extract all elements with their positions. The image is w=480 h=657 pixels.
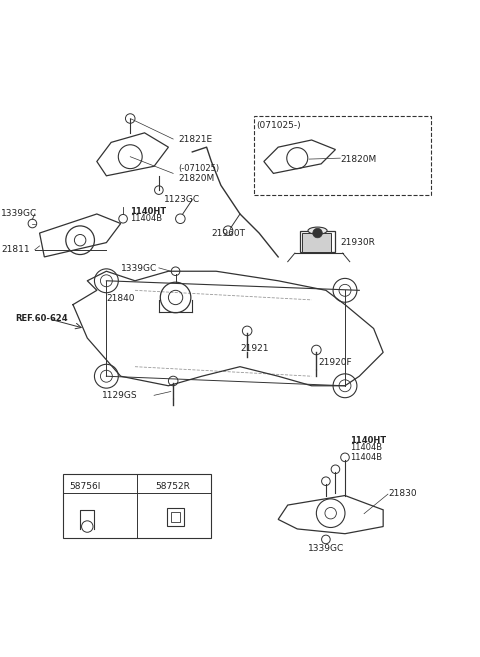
Text: 1339GC: 1339GC <box>1 210 37 219</box>
Text: 11404B: 11404B <box>130 214 162 223</box>
Text: 21821E: 21821E <box>178 135 212 145</box>
Text: 21930R: 21930R <box>340 238 375 247</box>
Circle shape <box>313 228 323 238</box>
Text: REF.60-624: REF.60-624 <box>16 315 68 323</box>
Text: 1339GC: 1339GC <box>120 264 157 273</box>
Bar <box>171 512 180 522</box>
Bar <box>300 231 336 252</box>
Bar <box>167 509 184 526</box>
Text: 58752R: 58752R <box>156 482 191 491</box>
Bar <box>63 474 211 539</box>
Text: 21811: 21811 <box>1 245 30 254</box>
Text: 1140HT: 1140HT <box>130 207 167 216</box>
Text: 1339GC: 1339GC <box>308 543 344 553</box>
Text: (-071025): (-071025) <box>178 164 219 173</box>
Text: 1140HT: 1140HT <box>350 436 386 445</box>
Bar <box>254 116 431 195</box>
Text: 21840: 21840 <box>107 294 135 303</box>
Text: 1123GC: 1123GC <box>164 195 200 204</box>
Text: 1129GS: 1129GS <box>102 391 137 400</box>
Text: (071025-): (071025-) <box>257 121 301 130</box>
Text: 11404B: 11404B <box>350 443 382 452</box>
Text: 21830: 21830 <box>388 489 417 497</box>
Bar <box>302 233 331 252</box>
Ellipse shape <box>308 227 327 235</box>
Text: 11404B: 11404B <box>350 453 382 462</box>
Text: 21820M: 21820M <box>340 154 376 164</box>
Text: 21920F: 21920F <box>319 358 352 367</box>
Text: 21820M: 21820M <box>178 173 214 183</box>
Text: 21921: 21921 <box>240 344 268 353</box>
Text: 58756I: 58756I <box>69 482 101 491</box>
Text: 21960T: 21960T <box>211 229 245 238</box>
